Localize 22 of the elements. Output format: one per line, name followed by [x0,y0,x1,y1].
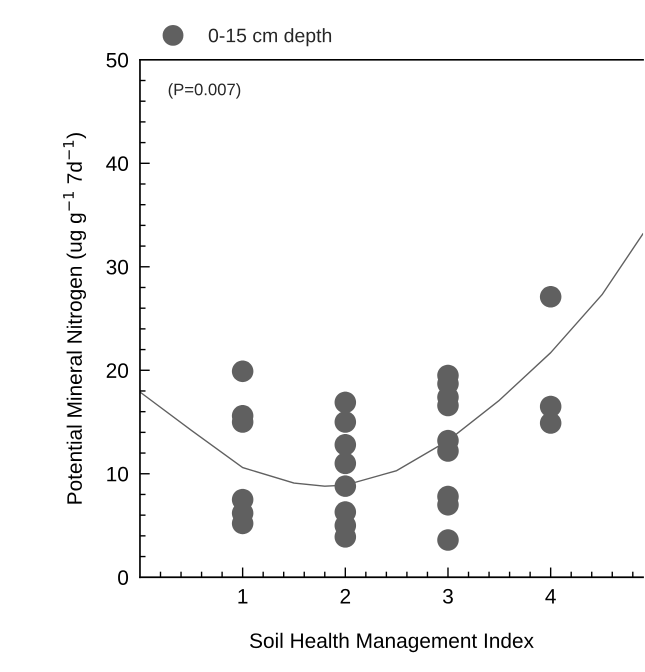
x-tick-label: 2 [340,588,350,604]
y-tick-label: 50 [106,52,128,68]
point [334,434,356,456]
x-tick-label: 3 [442,588,453,604]
x-tick-label: 1 [238,589,248,604]
y-tick-label: 30 [106,260,128,275]
point [334,475,356,497]
legend-label: 0-15 cm depth [208,28,332,46]
y-tick-label: 0 [118,570,128,585]
point [232,360,254,382]
point [334,392,356,414]
point [540,286,562,308]
annotation: (P=0.007) [168,83,240,99]
point [334,411,356,433]
x-tick-label: 4 [545,589,556,604]
y-tick-label: 40 [106,156,128,172]
y-tick-label: 10 [107,466,128,482]
point [334,452,356,474]
y-axis-title: Potential Mineral Nitrogen (ug g$^{−1}$ 7d$^{−1}$) [63,133,86,504]
point [437,529,459,551]
x-axis-title: Soil Health Management Index [250,632,534,652]
y-tick-label: 20 [106,363,128,378]
